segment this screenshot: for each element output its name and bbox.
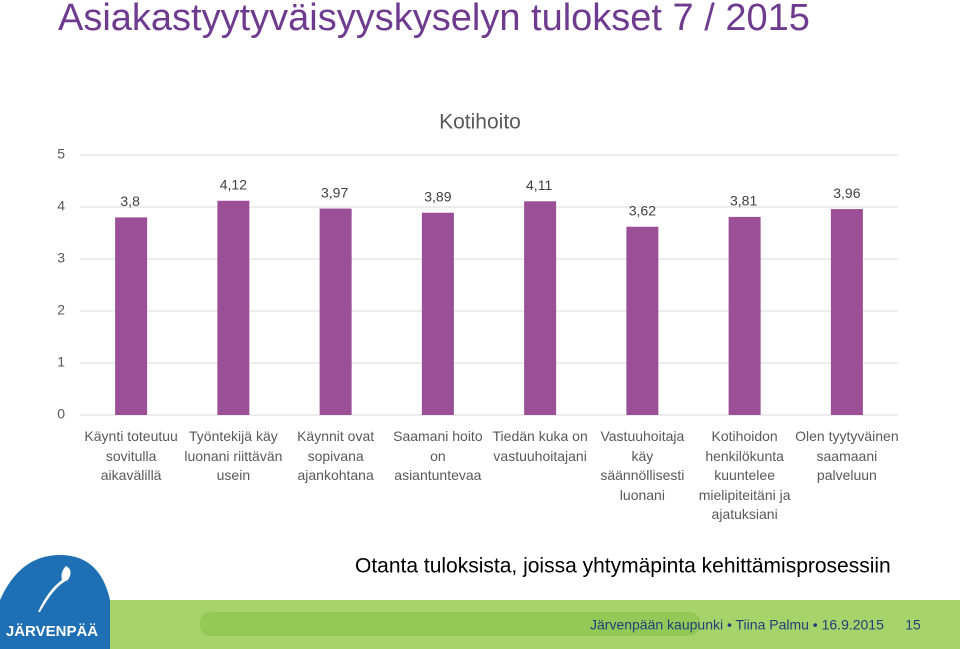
x-tick-label: Vastuuhoitaja käy säännöllisesti luonani bbox=[600, 428, 685, 503]
chart-title: Kotihoito bbox=[439, 111, 521, 134]
value-label: 3,8 bbox=[120, 193, 140, 209]
y-tick-label: 4 bbox=[57, 198, 65, 214]
y-tick-label: 5 bbox=[57, 146, 65, 162]
value-label: 3,81 bbox=[730, 193, 757, 209]
bar bbox=[830, 209, 863, 415]
logo-bird bbox=[38, 566, 71, 612]
note: Otanta tuloksista, joissa yhtymäpinta ke… bbox=[355, 555, 891, 578]
y-tick-label: 2 bbox=[57, 302, 65, 318]
value-label: 3,89 bbox=[424, 188, 451, 204]
value-label: 4,12 bbox=[220, 176, 247, 192]
x-tick-label: Käynnit ovat sopivana ajankohtana bbox=[297, 428, 375, 483]
bar bbox=[524, 201, 557, 415]
y-tick-label: 3 bbox=[57, 250, 65, 266]
bar bbox=[626, 226, 659, 415]
x-tick-label: Kotihoidon henkilökunta kuuntelee mielip… bbox=[698, 428, 791, 522]
bar bbox=[319, 208, 352, 415]
y-tick-label: 0 bbox=[57, 406, 65, 422]
x-tick-label: Saamani hoito on asiantuntevaa bbox=[393, 428, 483, 483]
slide-title: Asiakastyytyväisyyskyselyn tulokset 7 / … bbox=[58, 0, 810, 39]
value-label: 3,96 bbox=[833, 185, 860, 201]
value-label: 4,11 bbox=[526, 177, 552, 193]
value-label: 3,97 bbox=[321, 184, 348, 200]
x-tick-label: Työntekijä käy luonani riittävän usein bbox=[184, 428, 283, 483]
bar bbox=[421, 212, 454, 415]
bar bbox=[115, 217, 148, 415]
bar bbox=[217, 200, 250, 415]
page-number: 15 bbox=[905, 617, 921, 633]
logo-shape bbox=[0, 555, 110, 649]
logo-text: JÄRVENPÄÄ bbox=[6, 623, 98, 640]
footer-decoration bbox=[200, 612, 700, 636]
y-tick-label: 1 bbox=[57, 354, 65, 370]
x-tick-label: Käynti toteutuu sovitulla aikavälillä bbox=[84, 428, 178, 483]
bar bbox=[728, 216, 761, 415]
x-tick-label: Olen tyytyväinen saamaani palveluun bbox=[795, 428, 899, 483]
footer-text: Järvenpään kaupunki • Tiina Palmu • 16.9… bbox=[590, 617, 884, 633]
value-label: 3,62 bbox=[629, 202, 656, 218]
x-tick-label: Tiedän kuka on vastuuhoitajani bbox=[492, 428, 588, 464]
